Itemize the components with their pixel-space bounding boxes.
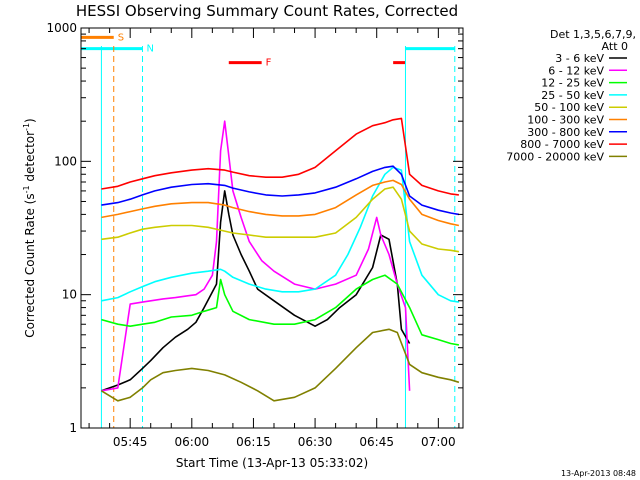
x-tick-label-5: 07:00	[421, 435, 456, 449]
legend-header-line-2: Att 0	[602, 40, 628, 53]
x-tick-label-2: 06:15	[236, 435, 271, 449]
series-line-4	[101, 186, 460, 253]
flag-f-label: F	[266, 58, 272, 69]
x-tick-label-3: 06:30	[298, 435, 333, 449]
chart-title: HESSI Observing Summary Count Rates, Cor…	[76, 2, 458, 20]
flag-bars: S N F	[80, 32, 455, 69]
plot-frame	[80, 27, 464, 429]
series-line-8	[100, 328, 460, 402]
series-line-2	[101, 274, 460, 346]
series-line-1	[101, 120, 411, 392]
x-axis-label: Start Time (13-Apr-13 05:33:02)	[176, 456, 368, 470]
y-axis-label: Corrected Count Rate (s-1 detector-1)	[22, 118, 37, 337]
series-line-7	[101, 117, 459, 196]
legend-entry-label-7: 800 - 7000 keV	[520, 138, 604, 151]
legend-entry-label-8: 7000 - 20000 keV	[506, 150, 604, 163]
legend-entry-label-3: 25 - 50 keV	[541, 89, 604, 102]
flag-n-label: N	[146, 44, 153, 55]
y-tick-label-3: 1000	[46, 21, 77, 35]
legend-entry-label-5: 100 - 300 keV	[527, 114, 604, 127]
series-line-6	[101, 165, 460, 216]
y-tick-label-2: 100	[54, 154, 77, 168]
series-line-5	[101, 179, 460, 227]
y-tick-label-1: 10	[62, 288, 77, 302]
timestamp: 13-Apr-2013 08:48	[561, 469, 636, 478]
legend-header-line-1: Det 1,3,5,6,7,9,	[550, 28, 636, 41]
series-lines	[100, 117, 460, 402]
y-tick-label-0: 1	[69, 421, 77, 435]
legend-entry-label-2: 12 - 25 keV	[541, 77, 604, 90]
x-tick-label-1: 06:00	[175, 435, 210, 449]
x-tick-label-0: 05:45	[113, 435, 148, 449]
series-line-0	[101, 190, 411, 392]
y-axis-ticks: 1 10 100 1000	[46, 21, 463, 435]
legend-entry-label-1: 6 - 12 keV	[548, 64, 604, 77]
legend-entry-label-6: 300 - 800 keV	[527, 126, 604, 139]
x-tick-label-4: 06:45	[359, 435, 394, 449]
legend-entry-label-4: 50 - 100 keV	[534, 101, 604, 114]
legend-entry-label-0: 3 - 6 keV	[555, 52, 604, 65]
series-line-3	[101, 166, 460, 303]
x-axis-ticks: 05:45 06:00 06:15 06:30 06:45 07:00	[88, 28, 460, 449]
flag-s-label: S	[118, 32, 124, 43]
